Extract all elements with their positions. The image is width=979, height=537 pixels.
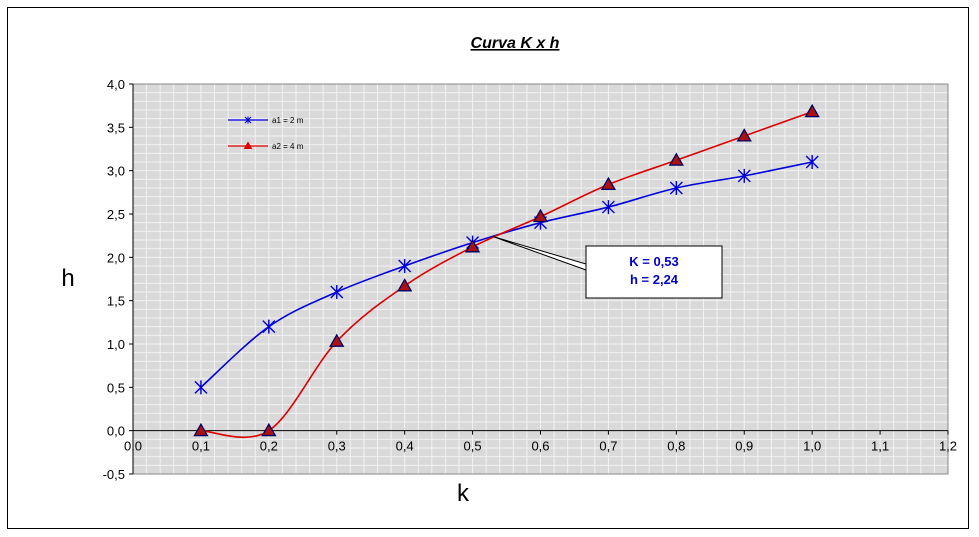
data-point-asterisk [669, 181, 683, 195]
x-tick-label: 1,2 [939, 439, 957, 454]
data-point-asterisk [262, 319, 276, 334]
y-tick-label: 0,5 [107, 380, 125, 395]
series-line-2 [200, 110, 813, 439]
data-point-asterisk [601, 200, 615, 215]
data-point-asterisk [398, 259, 412, 273]
data-point-triangle [261, 422, 277, 437]
plot-area: -0,5 0,0 0,5 1,0 1,5 2,0 2,5 3,0 3,5 4,0 0,0 0,1 0,2… [103, 77, 957, 482]
data-point-triangle [668, 152, 684, 166]
legend-marker-asterisk [244, 116, 252, 124]
x-tick-label: 0,2 [260, 439, 278, 454]
chart-title: Curva K x h [471, 35, 560, 52]
y-axis-label: h [61, 265, 74, 292]
data-point-triangle [329, 333, 345, 347]
chart-svg: Curva K x h -0,5 0,0 0,5 1,0 1,5 2,0 2,5 3,0 3,5… [61, 35, 957, 507]
y-tick-label: 1,0 [107, 337, 125, 352]
data-point-asterisk [737, 168, 751, 183]
y-tick-label: 4,0 [107, 77, 125, 92]
callout-box [585, 245, 723, 299]
data-point-triangle [600, 176, 617, 191]
data-point-triangle [532, 208, 549, 223]
data-point-asterisk [194, 380, 208, 395]
x-tick-label: 0,6 [531, 439, 549, 454]
y-tick-label: 2,5 [107, 207, 125, 222]
data-point-triangle [736, 128, 752, 142]
x-tick-label: 1,1 [871, 439, 889, 454]
data-point-triangle [804, 103, 820, 118]
x-axis-label: k [457, 480, 470, 507]
callout-text-line: K = 0,53 [629, 254, 679, 269]
x-tick-label: 0,3 [328, 439, 346, 454]
legend-label-1: a1 = 2 m [272, 116, 304, 125]
data-point-triangle [397, 278, 413, 292]
y-tick-label: -0,5 [103, 467, 125, 482]
x-tick-label: 0,9 [735, 439, 753, 454]
data-point-asterisk [805, 155, 819, 169]
x-tick-label: 0,0 [124, 439, 142, 454]
y-tick-label: 3,5 [107, 120, 125, 135]
x-tick-label: 0,4 [396, 439, 414, 454]
legend-marker-triangle [243, 141, 253, 149]
y-tick-label: 2,0 [107, 250, 125, 265]
y-tick-label: 0,0 [107, 424, 125, 439]
x-tick-label: 1,0 [803, 439, 821, 454]
legend-label-2: a2 = 4 m [272, 142, 304, 151]
x-tick-label: 0,8 [667, 439, 685, 454]
y-tick-label: 3,0 [107, 164, 125, 179]
callout-text-line: h = 2,24 [630, 272, 679, 287]
data-point-triangle [464, 239, 481, 253]
chart-frame: Curva K x h -0,5 0,0 0,5 1,0 1,5 2,0 2,5 3,0 3,5… [7, 7, 969, 529]
x-tick-label: 0,5 [464, 439, 482, 454]
y-tick-label: 1,5 [107, 294, 125, 309]
data-point-asterisk [330, 285, 344, 299]
x-tick-label: 0,7 [599, 439, 617, 454]
data-point-triangle [193, 422, 209, 437]
x-tick-label: 0,1 [192, 439, 210, 454]
